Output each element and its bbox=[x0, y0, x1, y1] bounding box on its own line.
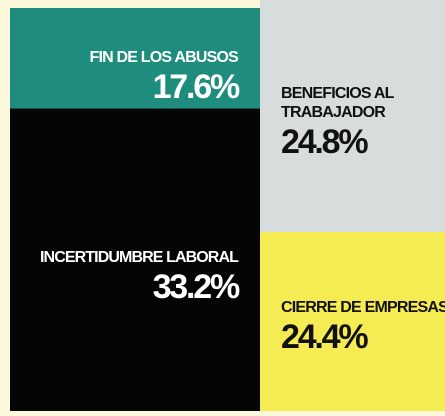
value-label-fin-de-los-abusos: 17.6% bbox=[153, 68, 240, 106]
treemap-tile-fin-de-los-abusos bbox=[10, 8, 260, 109]
value-label-beneficios-al-trabajador: 24.8% bbox=[281, 123, 368, 161]
value-label-cierre-de-empresas: 24.4% bbox=[281, 318, 368, 356]
treemap-tile-cierre-de-empresas bbox=[260, 232, 445, 411]
category-label-beneficios-al-trabajador-line-1: BENEFICIOS AL bbox=[281, 85, 395, 102]
category-label-cierre-de-empresas: CIERRE DE EMPRESAS bbox=[281, 299, 445, 316]
category-label-incertidumbre-laboral: INCERTIDUMBRE LABORAL bbox=[40, 249, 239, 266]
value-label-incertidumbre-laboral: 33.2% bbox=[153, 268, 240, 306]
category-label-beneficios-al-trabajador-line-2: TRABAJADOR bbox=[281, 104, 386, 121]
treemap-tile-incertidumbre-laboral bbox=[10, 108, 260, 411]
treemap-tile-beneficios-al-trabajador bbox=[260, 0, 445, 233]
category-label-fin-de-los-abusos: FIN DE LOS ABUSOS bbox=[90, 49, 240, 66]
